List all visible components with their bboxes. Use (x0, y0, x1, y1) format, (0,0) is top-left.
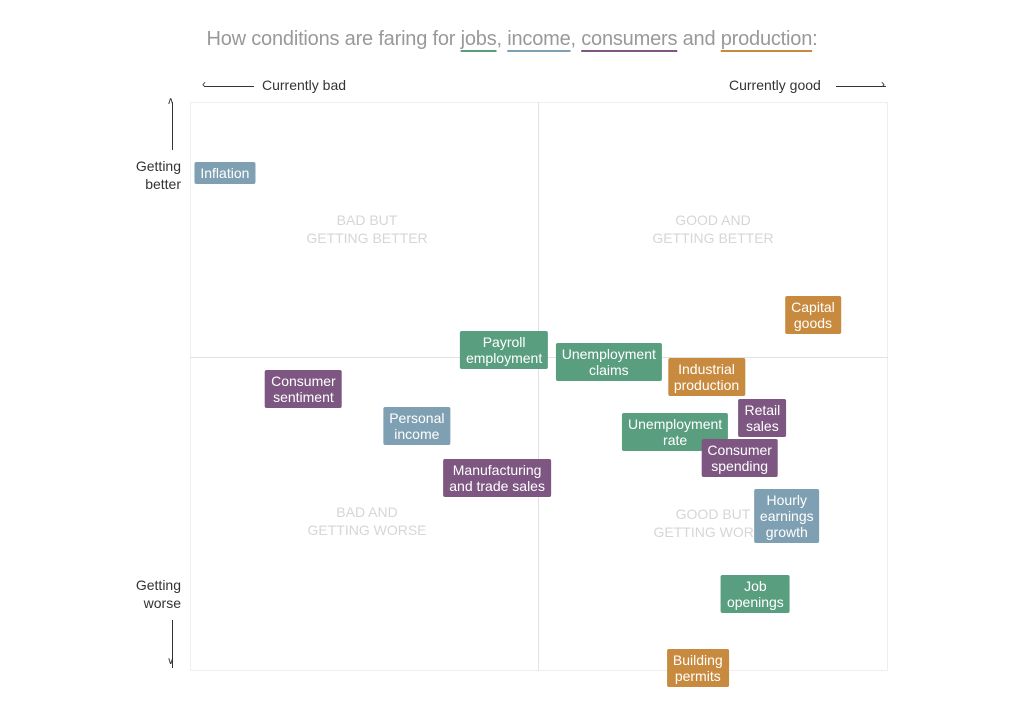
marker-building-permits[interactable]: Building permits (666, 649, 729, 688)
marker-consumer-sentiment[interactable]: Consumer sentiment (265, 370, 342, 409)
x-label-right: Currently good (729, 77, 821, 93)
title-text: , (570, 28, 582, 50)
title-keyword-income: income (507, 28, 571, 50)
marker-hourly-earnings-growth[interactable]: Hourly earnings growth (753, 488, 820, 543)
quadrant-label-line: Good and (675, 212, 751, 228)
marker-capital-goods[interactable]: Capital goods (785, 296, 841, 335)
title-keyword-production: production (720, 28, 813, 50)
quadrant-label-line: Bad and (336, 504, 398, 520)
title-keyword-consumers: consumers (581, 28, 678, 50)
marker-industrial-production[interactable]: Industrial production (667, 357, 746, 396)
arrow-up-icon (172, 102, 173, 150)
title-text: , (496, 28, 508, 50)
marker-consumer-spending[interactable]: Consumer spending (701, 438, 778, 477)
arrow-left-head-icon: ‹ (202, 77, 206, 91)
quadrant-label-top-right: Good and getting better (613, 211, 813, 247)
quadrant-label-line: getting better (306, 230, 428, 246)
title-text: and (677, 28, 721, 50)
quadrant-label-line: getting worse (307, 522, 427, 538)
quadrant-label-line: Bad but (336, 212, 398, 228)
vertical-divider (538, 102, 539, 671)
marker-unemployment-claims[interactable]: Unemployment claims (555, 343, 662, 382)
marker-job-openings[interactable]: Job openings (720, 575, 790, 614)
title-text: How conditions are faring for (206, 28, 461, 50)
title-text: : (812, 28, 818, 50)
title-keyword-jobs: jobs (460, 28, 497, 50)
marker-personal-income[interactable]: Personal income (383, 407, 451, 446)
arrow-right-icon (836, 86, 886, 87)
marker-manufacturing-and-trade-sales[interactable]: Manufacturing and trade sales (443, 458, 551, 497)
y-label-top: Getting better (135, 158, 181, 192)
plot-area (190, 102, 888, 671)
quadrant-label-line: getting better (652, 230, 774, 246)
marker-retail-sales[interactable]: Retail sales (738, 398, 787, 437)
quadrant-label-top-left: Bad but getting better (267, 211, 467, 247)
arrow-right-head-icon: › (881, 77, 885, 91)
y-label-bottom: Getting worse (135, 577, 181, 611)
marker-inflation[interactable]: Inflation (194, 162, 256, 185)
quadrant-label-line: Good but (675, 506, 751, 522)
quadrant-label-bottom-right: Good but getting worse (613, 505, 813, 541)
arrow-down-icon (172, 620, 173, 668)
x-label-left: Currently bad (262, 77, 347, 93)
quadrant-label-bottom-left: Bad and getting worse (267, 503, 467, 539)
arrow-down-head-icon: ∨ (167, 656, 175, 667)
arrow-left-icon (204, 86, 254, 87)
arrow-up-head-icon: ∧ (167, 96, 175, 107)
chart-title: How conditions are faring for jobs, inco… (0, 28, 1024, 51)
quadrant-label-line: getting worse (653, 524, 773, 540)
marker-payroll-employment[interactable]: Payroll employment (459, 330, 549, 369)
